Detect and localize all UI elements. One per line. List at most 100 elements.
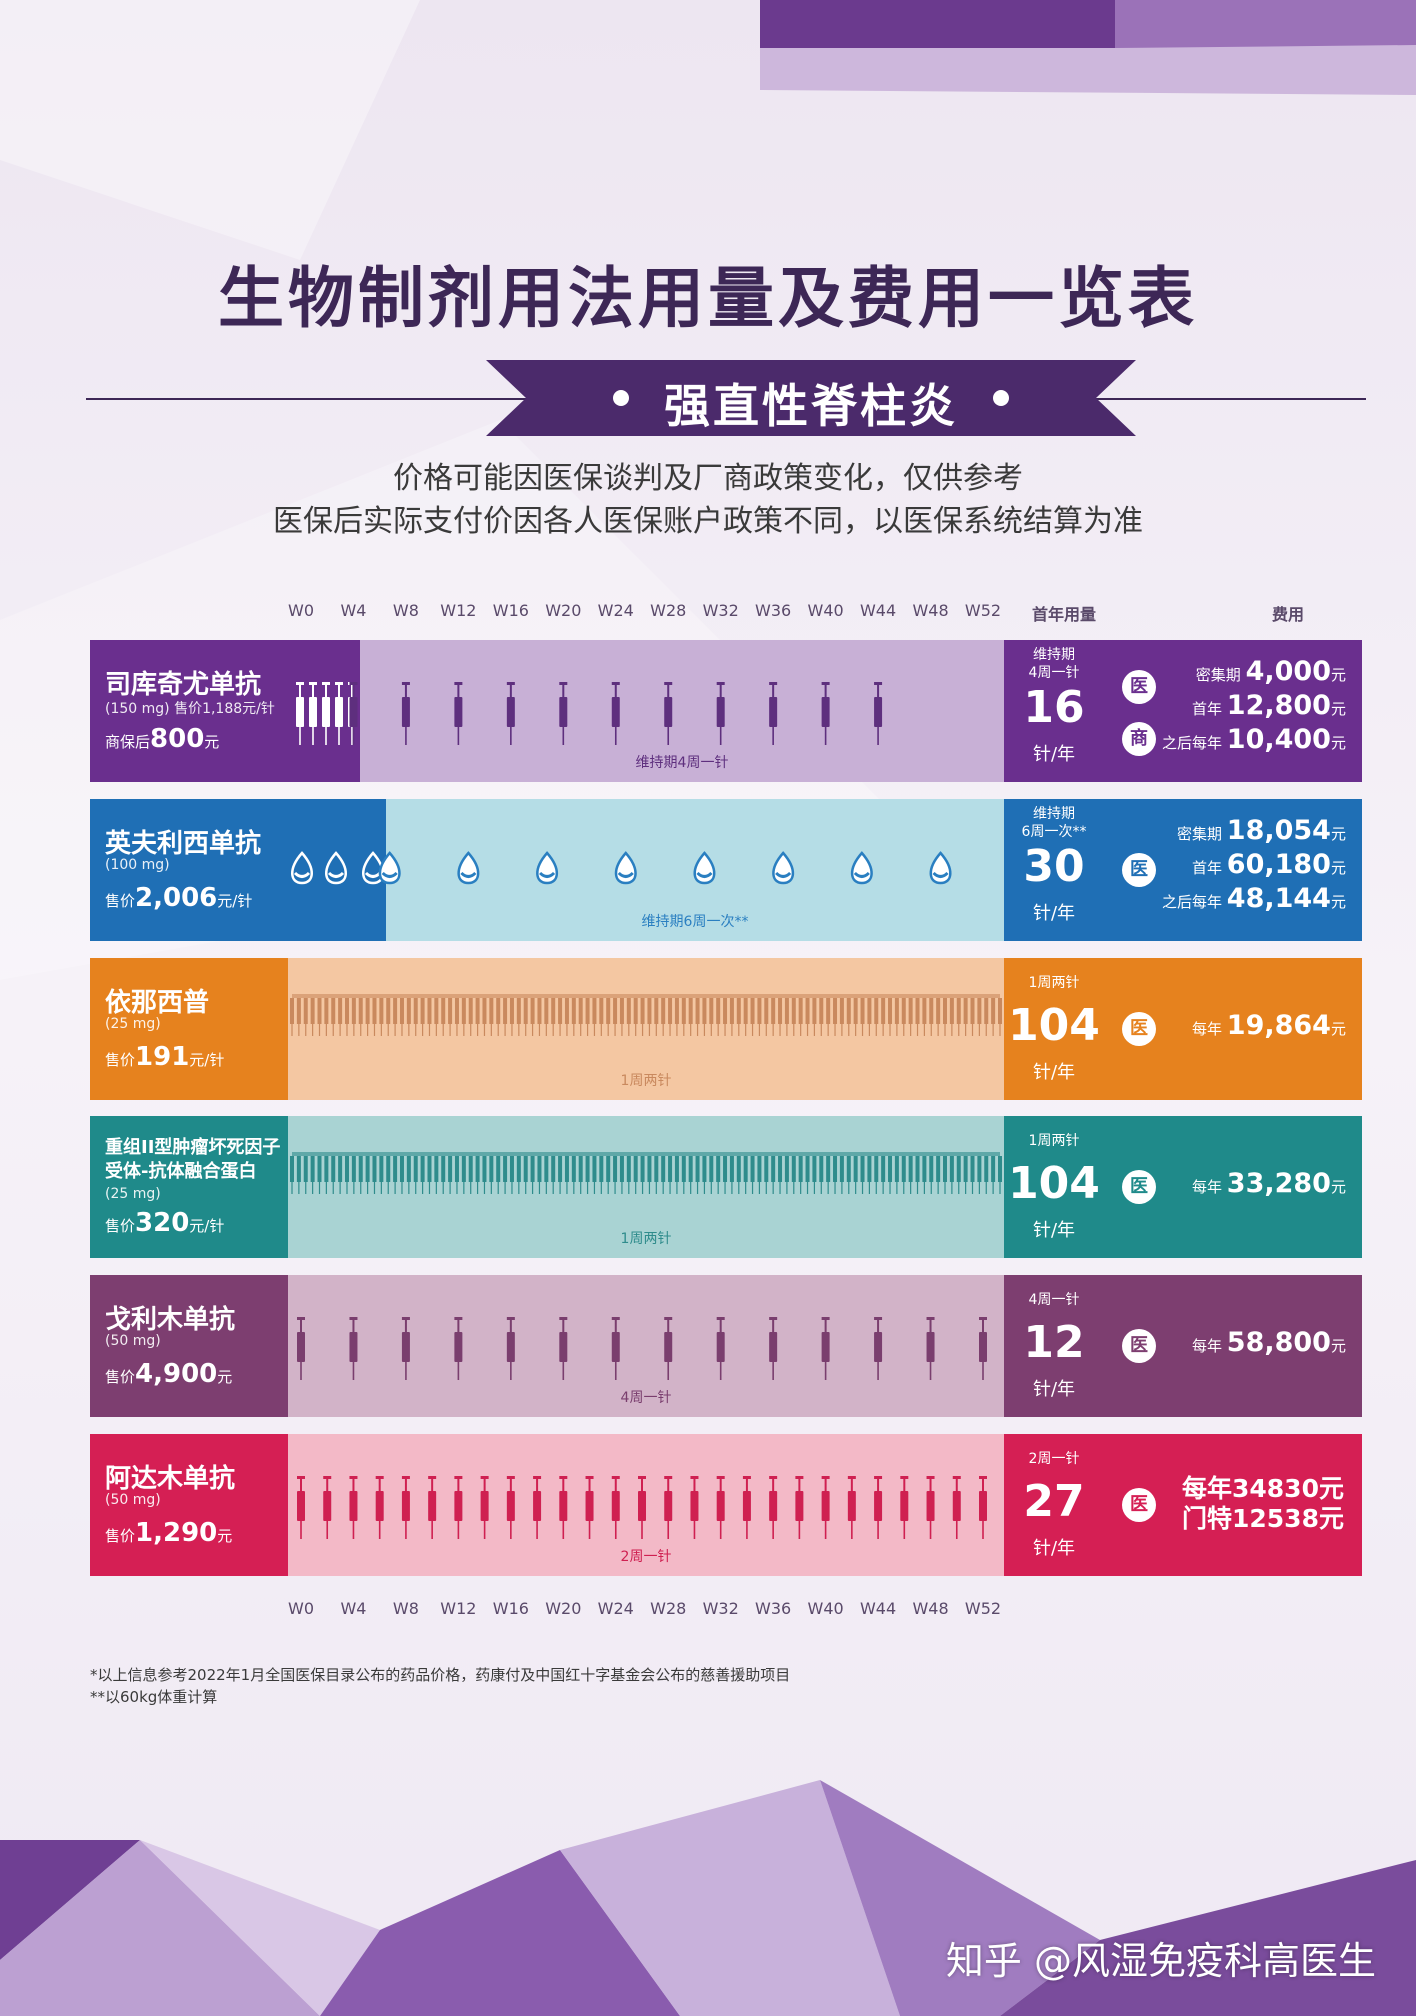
syringe-icon [559, 1317, 568, 1380]
subtitle-banner: 强直性脊柱炎 [86, 360, 1366, 436]
drug-price: 售价320元/针 [105, 1208, 224, 1238]
drug-dose: (150 mg) 售价1,188元/针 [105, 701, 275, 717]
syringe-icon [322, 682, 330, 745]
price-prefix: 售价 [105, 1217, 136, 1235]
usage-cost-panel: 维持期 4周一针 16 针/年医商密集期 4,000元 首年 12,800元 之后每年 … [1004, 640, 1362, 782]
syringe-icon [900, 1476, 909, 1539]
usage-count: 16 [1023, 682, 1085, 733]
week-tick-label: W20 [545, 601, 582, 620]
price-unit: 元 [217, 1368, 233, 1386]
cost-line: 密集期 4,000元 [1196, 656, 1346, 687]
cost-value: 12,800 [1226, 690, 1331, 721]
week-tick-label: W4 [340, 1599, 367, 1618]
syringe-icon [926, 1317, 935, 1380]
syringe-icon [795, 1476, 804, 1539]
infusion-drop-icon [772, 851, 795, 885]
syringe-icon [716, 1476, 725, 1539]
usage-cost-panel: 1周两针 104 针/年 医 每年 33,280元 [1004, 1116, 1362, 1258]
drug-dose: (50 mg) [105, 1333, 161, 1349]
syringe-icon [611, 682, 620, 745]
usage-count: 30 [1023, 841, 1085, 892]
syringe-icon [611, 1476, 620, 1539]
syringe-icon [323, 1476, 332, 1539]
week-tick-label: W48 [912, 1599, 949, 1618]
price-value: 4,900 [135, 1359, 218, 1389]
week-axis-bottom: W0 W4 W8 W12 W16 W20 W24 W28 W32 W36 W40 W44 W48 W52 [285, 1599, 1002, 1629]
timeline-caption: 2周一针 [620, 1549, 672, 1565]
price-unit: 元 [204, 733, 220, 751]
usage-cost-panel: 1周两针 104 针/年 医 每年 19,864元 [1004, 958, 1362, 1100]
week-tick-label: W16 [492, 1599, 529, 1618]
dose-marks [297, 1317, 987, 1380]
medical-insurance-badge: 医 [1122, 853, 1156, 887]
cost-unit: 元 [1330, 825, 1346, 843]
note-line-1: 价格可能因医保谈判及厂商政策变化，仅供参考 [393, 461, 1023, 496]
price-unit: 元/针 [189, 1217, 225, 1235]
syringe-icon [874, 1317, 883, 1380]
price-value: 191 [135, 1042, 190, 1072]
cost-unit: 元 [1330, 1337, 1346, 1355]
infusion-drop-icon [378, 851, 401, 885]
cost-line: 每年34830元 [1182, 1474, 1344, 1503]
week-tick-label: W32 [702, 1599, 739, 1618]
drug-row: 英夫利西单抗 (100 mg) 售价2,006元/针 维持期6周一次** 维持期 6周一… [90, 799, 1362, 941]
medical-insurance-badge: 医 [1122, 1488, 1156, 1522]
medical-insurance-badge: 医 [1122, 1012, 1156, 1046]
week-tick-label: W4 [340, 601, 367, 620]
cost-value: 33,280 [1226, 1168, 1331, 1199]
usage-cost-panel: 4周一针 12 针/年 医 每年 58,800元 [1004, 1275, 1362, 1417]
footnote-1: *以上信息参考2022年1月全国医保目录公布的药品价格，药康付及中国红十字基金会… [90, 1666, 791, 1684]
cost-value: 4,000 [1245, 656, 1331, 687]
drug-row: 重组II型肿瘤坏死因子受体-抗体融合蛋白 (25 mg) 售价320元/针 1周两针 1… [90, 1116, 1362, 1258]
footnote-2: **以60kg体重计算 [90, 1688, 218, 1706]
week-tick-label: W8 [392, 1599, 419, 1618]
dose-marks [297, 1476, 987, 1539]
syringe-icon [664, 1476, 673, 1539]
drug-dose: (50 mg) [105, 1492, 161, 1508]
week-tick-label: W16 [492, 601, 529, 620]
dose-marks [290, 994, 1002, 1036]
cost-label: 首年 [1192, 700, 1227, 718]
price-unit: 元/针 [189, 1051, 225, 1069]
price-prefix: 商保后 [105, 733, 151, 751]
syringe-icon [297, 1476, 305, 1539]
syringe-icon [309, 682, 317, 745]
cost-line: 之后每年 10,400元 [1162, 724, 1346, 755]
syringe-icon [926, 1476, 935, 1539]
week-tick-label: W28 [650, 1599, 687, 1618]
cost-label: 每年 [1192, 1020, 1227, 1038]
week-tick-label: W40 [807, 1599, 844, 1618]
infusion-drop-icon [291, 851, 313, 885]
syringe-icon [401, 682, 410, 745]
usage-unit: 针/年 [1032, 1379, 1076, 1400]
cost-label: 密集期 [1177, 825, 1227, 843]
drug-label-panel: 戈利木单抗 (50 mg) 售价4,900元 [90, 1275, 288, 1417]
syringe-icon [716, 1317, 725, 1380]
drug-name: 英夫利西单抗 [105, 829, 262, 859]
week-tick-label: W0 [288, 601, 314, 620]
dose-marks [296, 682, 883, 745]
cost-value: 48,144 [1226, 883, 1331, 914]
week-tick-label: W48 [912, 601, 949, 620]
cost-value: 18,054 [1226, 815, 1331, 846]
drug-price: 售价191元/针 [105, 1042, 224, 1072]
cost-label: 之后每年 [1162, 734, 1227, 752]
cost-value: 58,800 [1226, 1327, 1331, 1358]
syringe-icon [297, 1317, 305, 1380]
price-prefix: 售价 [105, 1051, 136, 1069]
week-tick-label: W36 [755, 1599, 792, 1618]
cost-line: 首年 12,800元 [1192, 690, 1346, 721]
drug-dose: (25 mg) [105, 1186, 161, 1202]
note-line-2: 医保后实际支付价因各人医保账户政策不同，以医保系统结算为准 [273, 504, 1143, 539]
usage-count: 104 [1008, 1000, 1100, 1051]
syringe-icon [874, 1476, 883, 1539]
timeline-caption: 4周一针 [620, 1390, 672, 1406]
syringe-icon [979, 1317, 987, 1380]
syringe-icon [952, 1476, 961, 1539]
infusion-drop-icon [850, 851, 873, 885]
syringe-icon [874, 682, 883, 745]
syringe-icon [979, 1476, 987, 1539]
syringe-icon [296, 682, 304, 745]
cost-unit: 元 [1330, 859, 1346, 877]
syringe-icon [428, 1476, 437, 1539]
